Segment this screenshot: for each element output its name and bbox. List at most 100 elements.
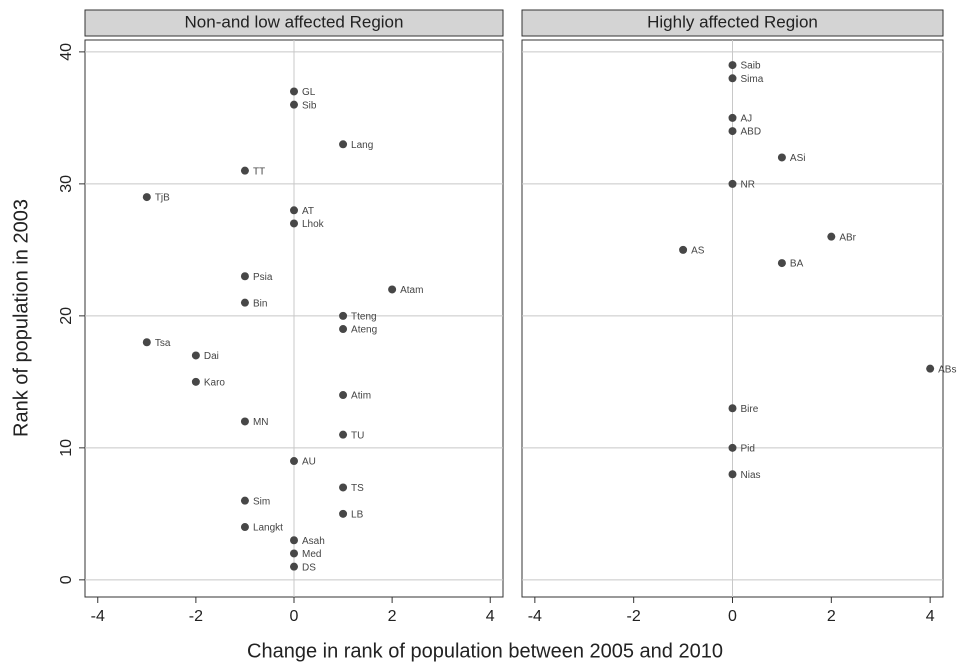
point [191, 351, 200, 360]
point-label: Tteng [351, 312, 377, 323]
point [290, 536, 298, 545]
point-label: TU [351, 430, 364, 441]
point-label: Med [302, 549, 321, 560]
point-label: TS [351, 483, 364, 494]
point [728, 61, 737, 70]
point [290, 219, 298, 228]
y-tick-label: 40 [58, 43, 75, 61]
point-label: Atim [351, 391, 371, 402]
point [290, 457, 298, 466]
y-tick-label: 0 [58, 575, 75, 584]
panel-title: Highly affected Region [647, 12, 818, 31]
point [339, 430, 348, 439]
point [679, 245, 688, 254]
point [728, 74, 737, 83]
point-label: Tsa [155, 338, 171, 349]
point [339, 509, 348, 518]
point-label: Pid [741, 443, 755, 454]
point-label: LB [351, 509, 364, 520]
point [728, 404, 737, 413]
x-tick-label: 0 [290, 608, 299, 625]
point-label: ASi [790, 153, 806, 164]
point [240, 417, 249, 426]
x-tick-label: -2 [189, 608, 203, 625]
point-label: TjB [155, 193, 170, 204]
y-tick-label: 20 [58, 307, 75, 325]
point-label: Asah [302, 536, 325, 547]
point [388, 285, 397, 294]
point [240, 166, 249, 175]
y-axis-label: Rank of population in 2003 [10, 199, 32, 437]
point [926, 364, 935, 373]
point-label: TT [253, 166, 265, 177]
x-tick-label: 4 [486, 608, 495, 625]
x-tick-label: -4 [91, 608, 105, 625]
x-tick-label: -2 [627, 608, 641, 625]
y-tick-label: 10 [58, 439, 75, 457]
x-tick-label: 0 [728, 608, 737, 625]
x-tick-label: 2 [827, 608, 836, 625]
point [777, 153, 786, 162]
point [339, 140, 348, 149]
point [728, 443, 737, 452]
point-label: ABr [839, 232, 856, 243]
point [142, 338, 151, 347]
point-label: BA [790, 259, 804, 270]
point-label: Saib [741, 61, 761, 72]
point [339, 325, 348, 334]
point-label: MN [253, 417, 269, 428]
point-label: Sim [253, 496, 270, 507]
point [777, 259, 786, 268]
point-label: Lhok [302, 219, 325, 230]
panel-strip [521, 9, 944, 37]
point [728, 179, 737, 188]
point [290, 562, 298, 571]
x-tick-label: 2 [388, 608, 397, 625]
point [339, 483, 348, 492]
panel-strip [84, 9, 504, 37]
point-label: Sib [302, 100, 317, 111]
point [240, 272, 249, 281]
y-tick-label: 30 [58, 175, 75, 193]
point-label: Dai [204, 351, 219, 362]
point [728, 127, 737, 136]
point [290, 100, 298, 109]
point-label: AS [691, 246, 705, 257]
point-label: Nias [741, 470, 761, 481]
point-label: NR [741, 180, 755, 191]
point-label: GL [302, 87, 316, 98]
point-label: Lang [351, 140, 373, 151]
point-label: Psia [253, 272, 273, 283]
point-label: AT [302, 206, 314, 217]
point [290, 549, 298, 558]
x-tick-label: -4 [528, 608, 542, 625]
x-tick-label: 4 [926, 608, 935, 625]
point [290, 87, 298, 96]
x-axis-label: Change in rank of population between 200… [247, 640, 723, 662]
point-label: Bire [741, 404, 759, 415]
point-label: Langkt [253, 523, 283, 534]
point-label: DS [302, 562, 316, 573]
panel-title: Non-and low affected Region [185, 12, 404, 31]
point [728, 113, 737, 122]
point-label: Sima [741, 74, 764, 85]
point-label: AU [302, 457, 316, 468]
point [142, 193, 151, 202]
point [339, 311, 348, 320]
point-label: Ateng [351, 325, 377, 336]
point [339, 391, 348, 400]
point-label: Karo [204, 377, 226, 388]
point-label: AJ [741, 114, 753, 125]
point-label: Bin [253, 298, 267, 309]
point-label: Atam [400, 285, 423, 296]
point [240, 298, 249, 307]
point-label: ABD [741, 127, 762, 138]
point [191, 377, 200, 386]
point-label: ABs [938, 364, 956, 375]
point [728, 470, 737, 479]
point [827, 232, 836, 241]
point [240, 523, 249, 532]
point [240, 496, 249, 505]
point [290, 206, 298, 215]
